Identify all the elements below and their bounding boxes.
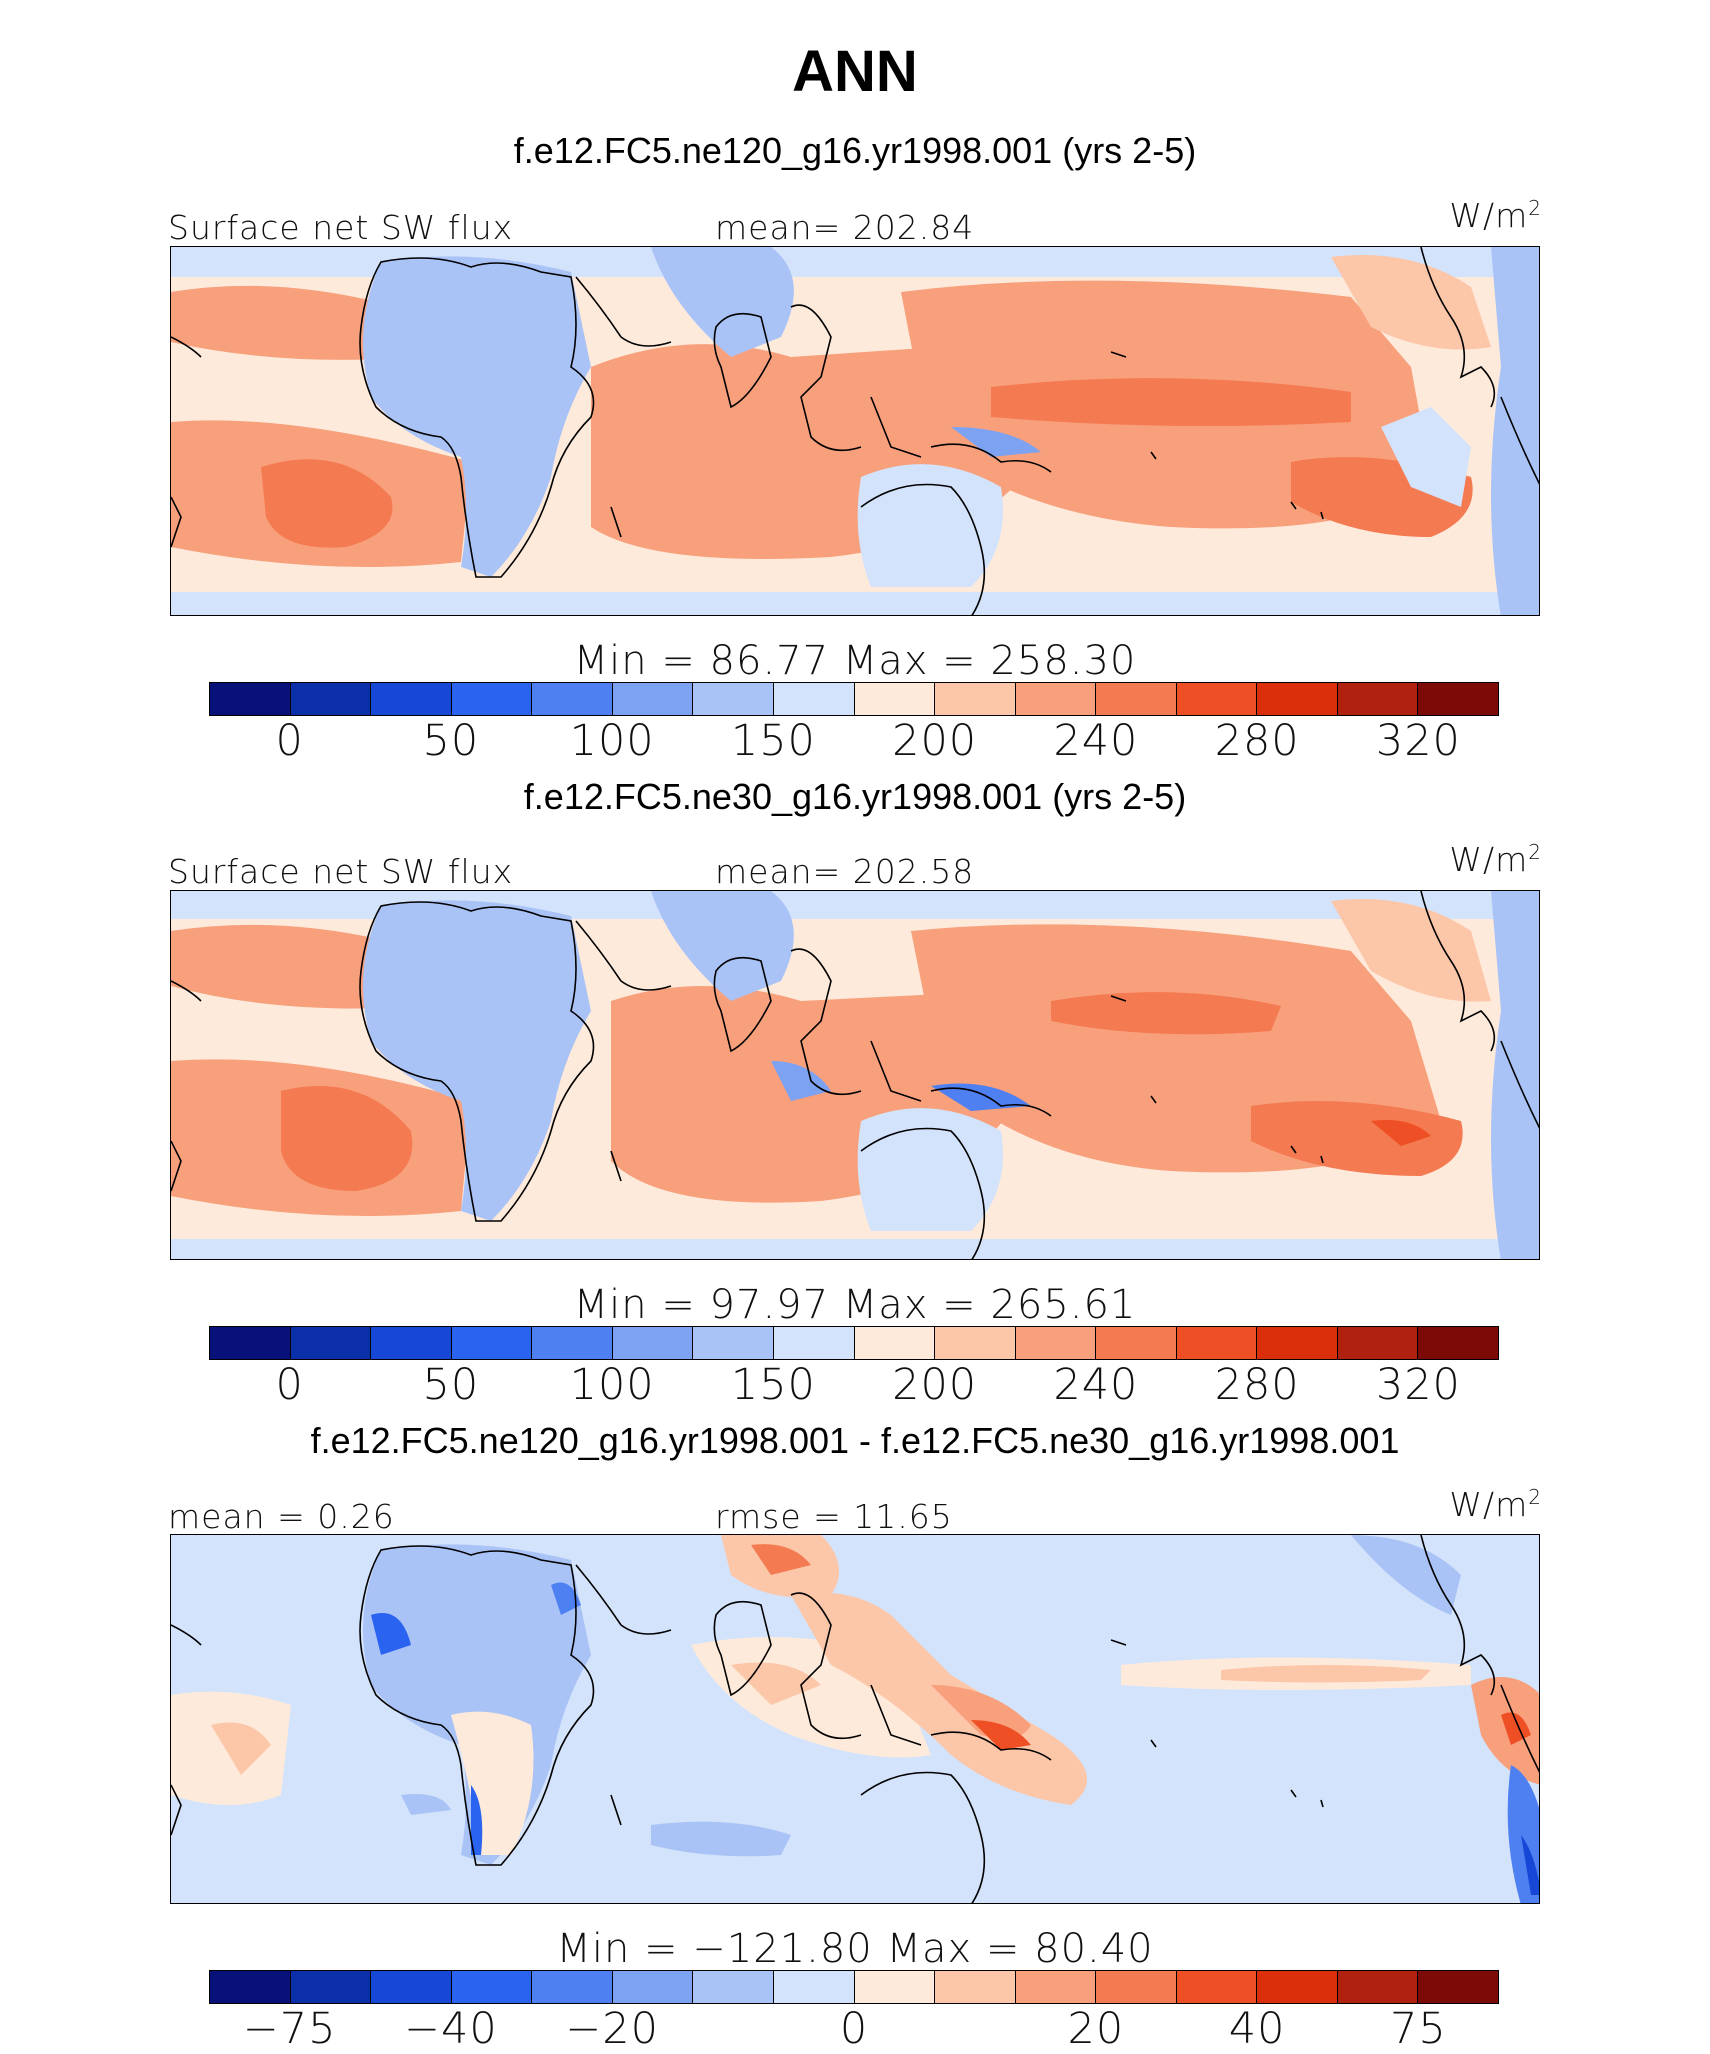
colorbar-box [1418, 1327, 1498, 1359]
colorbar-box [693, 1971, 774, 2003]
panel-2-colorbar [209, 1326, 1499, 1360]
colorbar-box [854, 1327, 936, 1359]
colorbar-box [210, 1971, 291, 2003]
colorbar-box [371, 683, 452, 715]
colorbar-box [1176, 683, 1258, 715]
panel-2-case-title: f.e12.FC5.ne30_g16.yr1998.001 (yrs 2-5) [523, 776, 1187, 817]
colorbar-tick-label: 150 [730, 716, 816, 766]
colorbar-tick-label: 0 [275, 1360, 304, 1410]
colorbar-box [693, 1327, 774, 1359]
panel-3-min-max: Min = −121.80 Max = 80.40 [556, 1926, 1154, 1972]
colorbar-box [290, 1327, 372, 1359]
colorbar-box [1257, 1971, 1338, 2003]
panel-3-case-title: f.e12.FC5.ne120_g16.yr1998.001 - f.e12.F… [310, 1420, 1400, 1461]
colorbar-tick-label: 320 [1375, 716, 1461, 766]
colorbar-tick-label: 320 [1375, 1360, 1461, 1410]
panel-2-colorbar-ticks: 0 50 100 150 200 240 280 320 [0, 1360, 1710, 1420]
colorbar-box [1337, 1971, 1419, 2003]
panel-3-map [170, 1534, 1540, 1904]
colorbar-tick-label: 0 [275, 716, 304, 766]
panel-1-mean-label: mean= 202.84 [715, 208, 975, 247]
colorbar-box [1096, 683, 1177, 715]
panel-3-colorbar [209, 1970, 1499, 2004]
panel-1-units: W/m2 [1449, 196, 1542, 235]
panel-2-mean-label: mean= 202.58 [715, 852, 975, 891]
colorbar-box [693, 683, 774, 715]
colorbar-box [1337, 683, 1419, 715]
panel-3-colorbar-ticks: −75 −40 −20 0 20 40 75 [0, 2004, 1710, 2054]
colorbar-box [612, 1971, 694, 2003]
panel-2-variable-label: Surface net SW flux [168, 852, 514, 891]
colorbar-tick-label: 280 [1214, 716, 1300, 766]
colorbar-box [210, 683, 291, 715]
colorbar-box [532, 1971, 613, 2003]
colorbar-tick-label: 75 [1390, 2004, 1447, 2054]
colorbar-box [1257, 683, 1338, 715]
colorbar-tick-label: −40 [404, 2004, 498, 2054]
colorbar-box [290, 1971, 372, 2003]
colorbar-box [1096, 1327, 1177, 1359]
colorbar-box [773, 683, 855, 715]
panel-1-colorbar-ticks: 0 50 100 150 200 240 280 320 [0, 716, 1710, 776]
colorbar-tick-label: −20 [565, 2004, 659, 2054]
colorbar-box [451, 683, 533, 715]
panel-2-map [170, 890, 1540, 1260]
colorbar-box [1096, 1971, 1177, 2003]
colorbar-tick-label: 200 [892, 1360, 978, 1410]
colorbar-box [210, 1327, 291, 1359]
colorbar-tick-label: 150 [730, 1360, 816, 1410]
colorbar-box [1176, 1327, 1258, 1359]
colorbar-box [935, 1971, 1016, 2003]
colorbar-box [935, 1327, 1016, 1359]
panel-2-min-max: Min = 97.97 Max = 265.61 [573, 1282, 1137, 1328]
colorbar-tick-label: 0 [839, 2004, 869, 2054]
colorbar-box [532, 683, 613, 715]
colorbar-tick-label: 100 [569, 716, 655, 766]
colorbar-box [532, 1327, 613, 1359]
colorbar-box [1015, 683, 1097, 715]
panel-3-units: W/m2 [1449, 1485, 1542, 1524]
colorbar-box [1418, 1971, 1498, 2003]
colorbar-tick-label: 40 [1228, 2004, 1286, 2054]
colorbar-tick-label: 240 [1053, 716, 1139, 766]
colorbar-tick-label: 280 [1214, 1360, 1300, 1410]
colorbar-tick-label: 240 [1053, 1360, 1139, 1410]
colorbar-box [854, 683, 936, 715]
panel-1-min-max: Min = 86.77 Max = 258.30 [573, 638, 1137, 684]
panel-2-units: W/m2 [1449, 840, 1542, 879]
colorbar-box [612, 683, 694, 715]
colorbar-box [773, 1327, 855, 1359]
colorbar-box [1257, 1327, 1338, 1359]
panel-1-map [170, 246, 1540, 616]
colorbar-tick-label: 50 [422, 716, 480, 766]
panel-1-case-title: f.e12.FC5.ne120_g16.yr1998.001 (yrs 2-5) [513, 130, 1197, 171]
colorbar-box [371, 1971, 452, 2003]
figure-title: ANN [792, 39, 918, 104]
colorbar-box [854, 1971, 936, 2003]
colorbar-box [290, 683, 372, 715]
colorbar-box [451, 1327, 533, 1359]
panel-1-variable-label: Surface net SW flux [168, 208, 514, 247]
panel-3-rmse-label: rmse = 11.65 [715, 1497, 953, 1536]
colorbar-box [773, 1971, 855, 2003]
colorbar-tick-label: 200 [892, 716, 978, 766]
colorbar-box [371, 1327, 452, 1359]
colorbar-box [451, 1971, 533, 2003]
colorbar-tick-label: 100 [569, 1360, 655, 1410]
panel-1-colorbar [209, 682, 1499, 716]
colorbar-tick-label: 20 [1067, 2004, 1125, 2054]
colorbar-box [1418, 683, 1498, 715]
panel-3-mean-label: mean = 0.26 [168, 1497, 395, 1536]
colorbar-tick-label: −75 [242, 2004, 337, 2054]
colorbar-box [1337, 1327, 1419, 1359]
colorbar-box [1015, 1327, 1097, 1359]
colorbar-box [1015, 1971, 1097, 2003]
colorbar-box [1176, 1971, 1258, 2003]
colorbar-box [935, 683, 1016, 715]
colorbar-box [612, 1327, 694, 1359]
colorbar-tick-label: 50 [422, 1360, 480, 1410]
